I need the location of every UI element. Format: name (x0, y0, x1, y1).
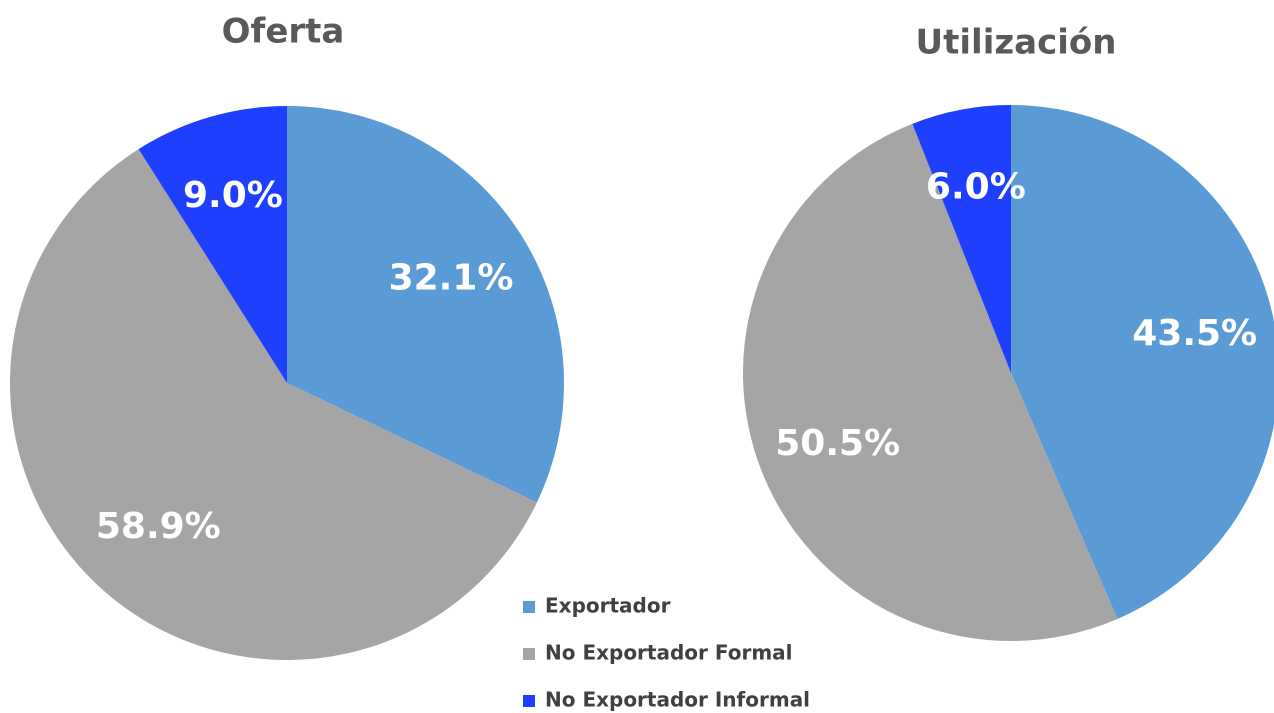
data-label: 58.9% (96, 506, 221, 547)
legend-label: No Exportador Informal (545, 688, 810, 712)
pie-slice (287, 106, 564, 503)
pie-slice (912, 105, 1011, 373)
pie-slice (138, 106, 287, 383)
pie-slice (10, 149, 537, 660)
data-label: 6.0% (926, 167, 1026, 208)
chart-title: Utilización (916, 23, 1117, 63)
legend-swatch (523, 695, 535, 707)
data-label: 50.5% (775, 423, 900, 464)
pie-slice (1011, 105, 1274, 619)
legend-label: No Exportador Formal (545, 641, 793, 665)
legend-swatch (523, 648, 535, 660)
legend-label: Exportador (545, 594, 671, 618)
legend-swatch (523, 601, 535, 613)
data-label: 32.1% (389, 258, 514, 299)
data-label: 9.0% (183, 175, 283, 216)
chart-title: Oferta (222, 12, 345, 52)
pie-slice (743, 123, 1118, 641)
data-label: 43.5% (1132, 313, 1257, 354)
